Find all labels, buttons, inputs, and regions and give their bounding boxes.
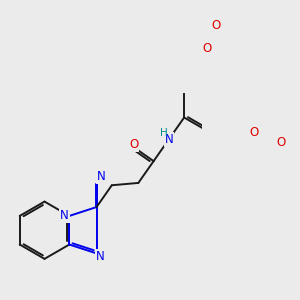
Text: N: N: [60, 209, 69, 222]
Text: O: O: [211, 19, 220, 32]
Text: O: O: [202, 42, 212, 55]
Text: H: H: [160, 128, 168, 138]
Text: O: O: [277, 136, 286, 149]
Text: N: N: [96, 250, 105, 263]
Text: N: N: [97, 170, 106, 183]
Text: N: N: [164, 133, 173, 146]
Text: O: O: [249, 125, 259, 139]
Text: O: O: [129, 138, 138, 151]
